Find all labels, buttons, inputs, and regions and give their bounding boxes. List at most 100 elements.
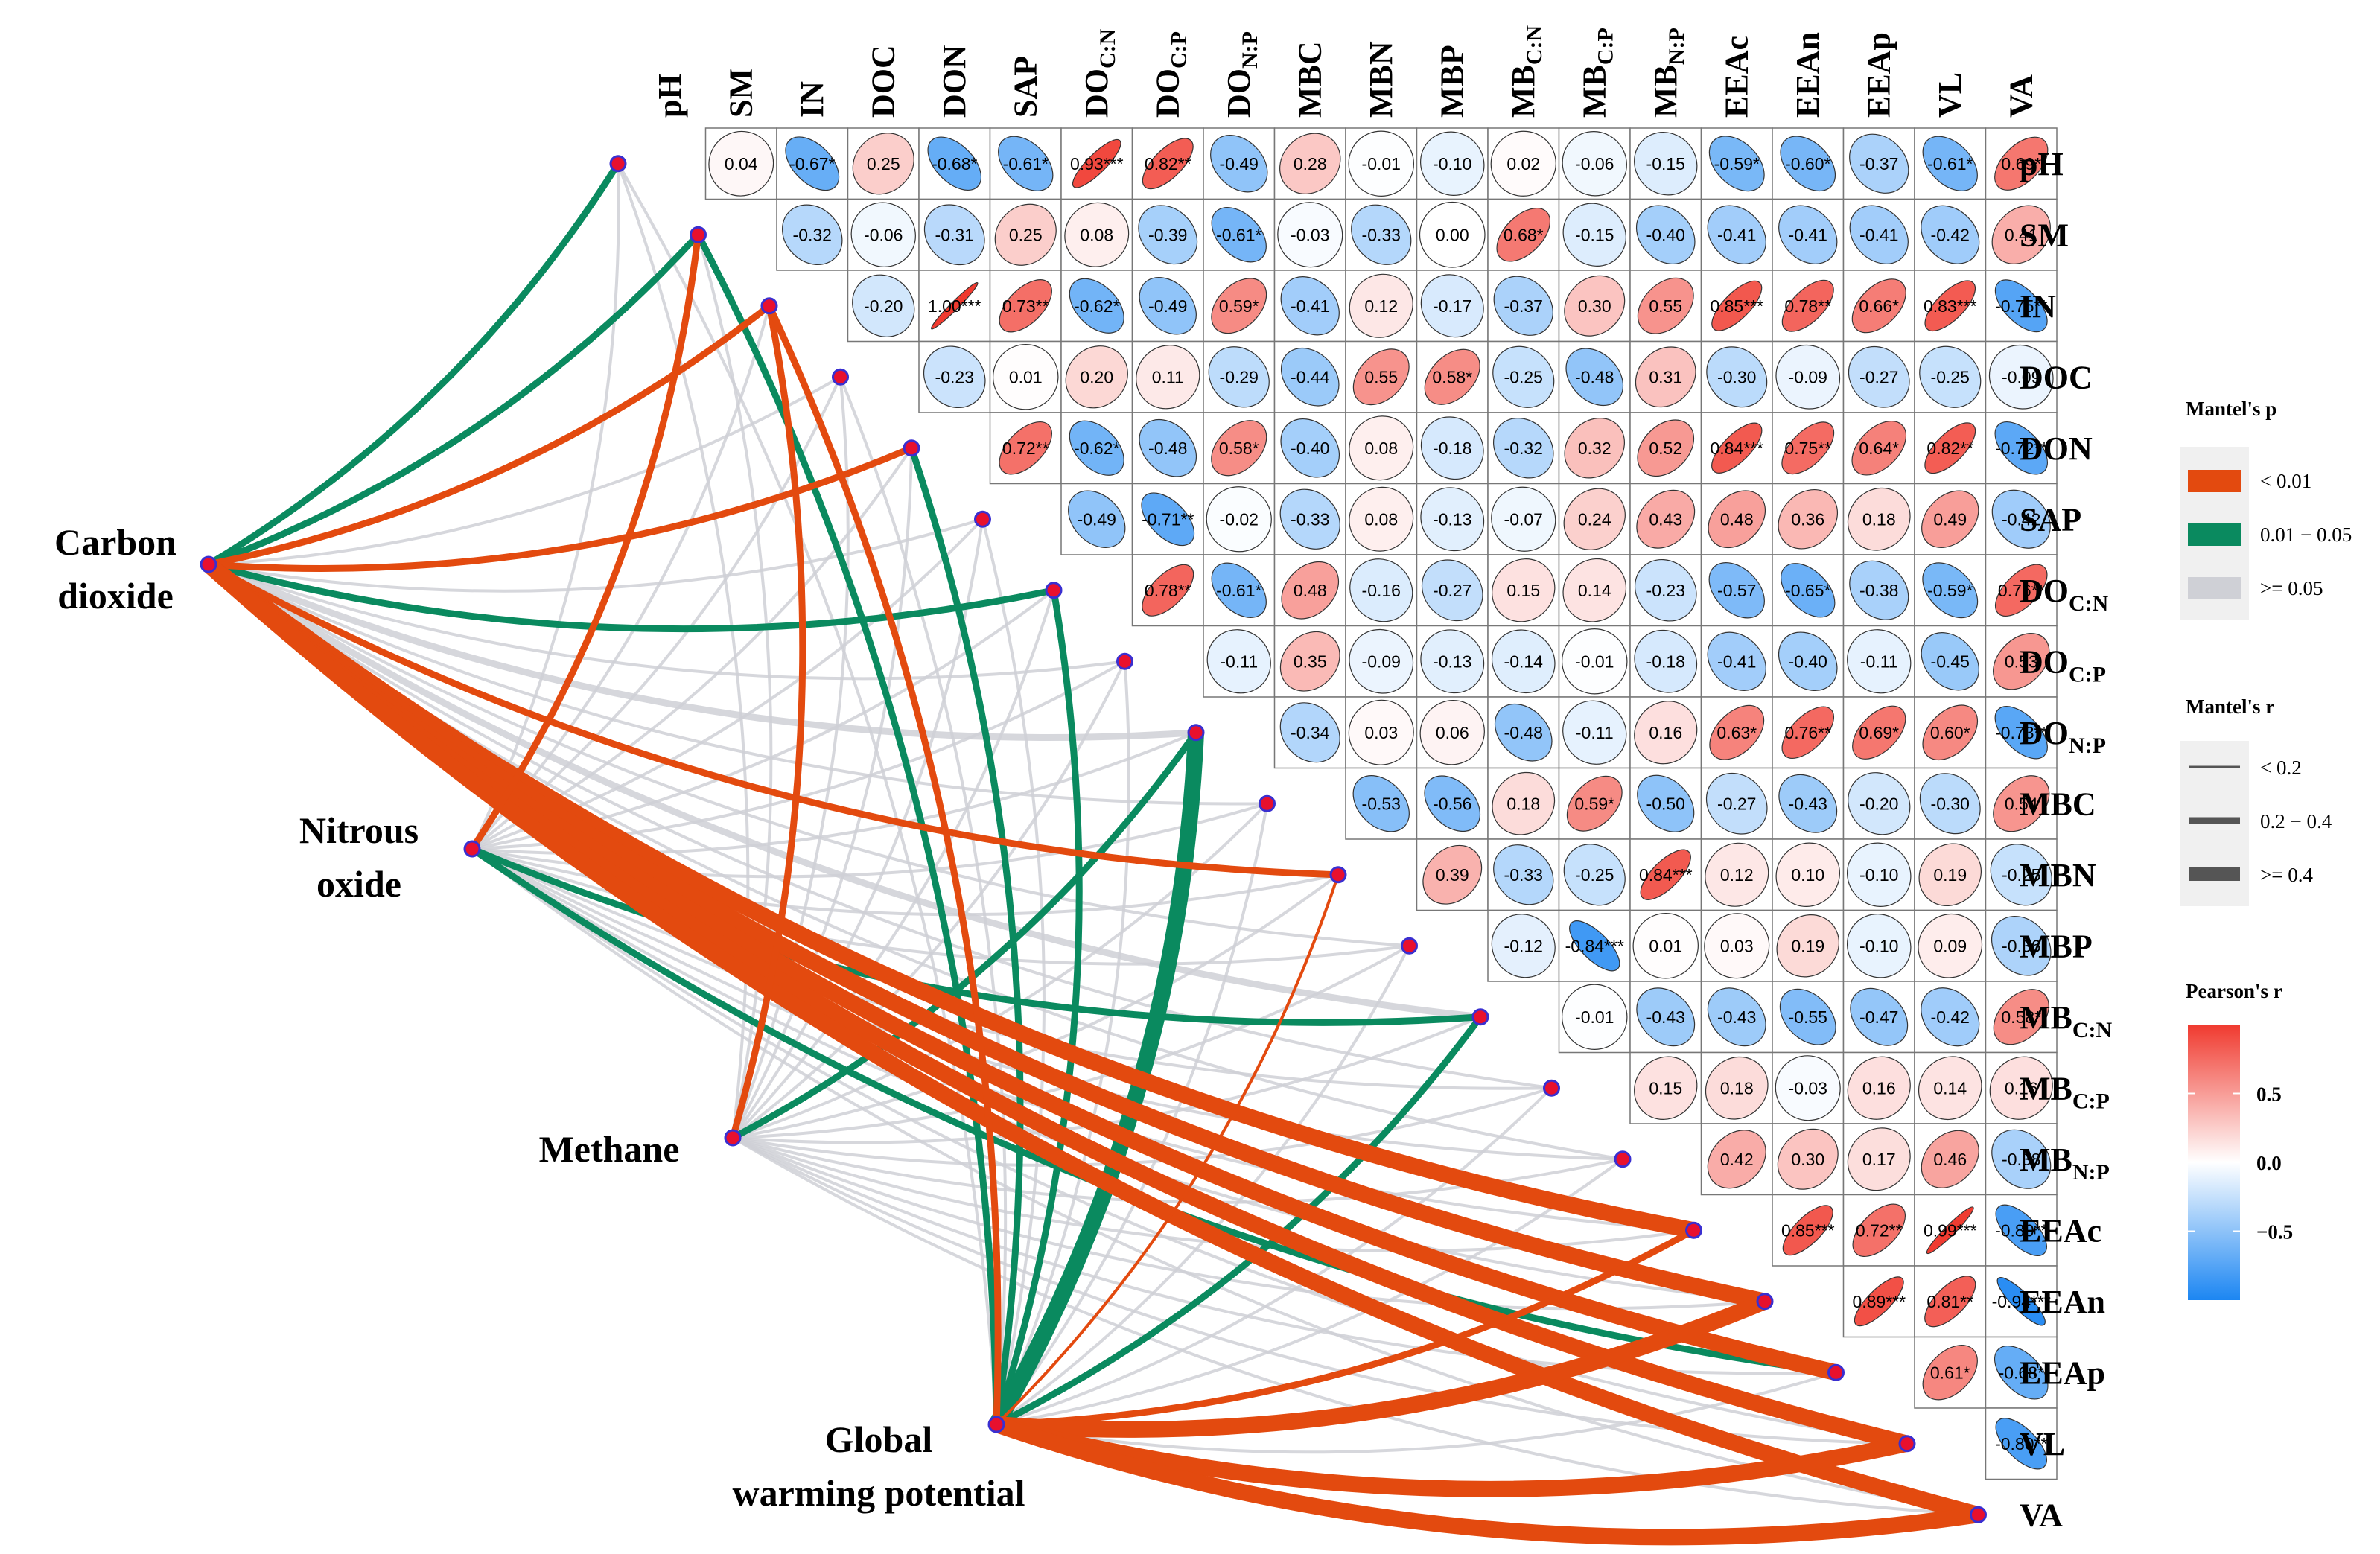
cell-value: -0.14 — [1504, 652, 1544, 671]
mantel-link-carbon-dioxide-mbc-n — [205, 561, 1484, 1021]
cell-value: 0.10 — [1791, 865, 1824, 885]
right-label-mbc: MBC — [2020, 786, 2096, 822]
cell-don-mbn: 0.08 — [1345, 412, 1418, 485]
cell-value: 0.75** — [1784, 439, 1831, 458]
correlation-ellipse — [1280, 347, 1340, 407]
mantel-link-carbon-dioxide-doc — [207, 375, 842, 566]
correlation-ellipse — [1492, 771, 1556, 835]
correlation-ellipse — [1996, 1277, 2046, 1326]
correlation-ellipse — [1281, 561, 1340, 620]
legend: Mantel's p < 0.01 0.01 − 0.05 >= 0.05 Mantel… — [2180, 398, 2352, 1300]
label-subscript: C:P — [1593, 28, 1617, 65]
cell-value: 0.58* — [1219, 439, 1259, 458]
cell-eean-va: -0.94*** — [1985, 1265, 2058, 1338]
cell-ph-mbn-p: -0.15 — [1629, 127, 1702, 200]
node-doc — [832, 368, 849, 386]
cell-value: 0.41 — [2005, 225, 2038, 244]
cell-mbc-p-eeac: 0.18 — [1700, 1051, 1773, 1124]
cell-value: -0.65* — [1785, 581, 1830, 600]
cell-value: 0.59* — [1574, 794, 1614, 813]
cell-value: -0.20 — [864, 296, 903, 316]
top-label-sap: SAP — [1007, 56, 1043, 118]
cell-doc-sap: 0.01 — [989, 340, 1062, 413]
cell-value: -0.10 — [1859, 936, 1898, 955]
cell-value: -0.15 — [1646, 154, 1685, 173]
mantel-link-carbon-dioxide-doc-p — [207, 563, 1127, 681]
cell-in-mbc-p: 0.30 — [1558, 270, 1631, 343]
cell-value: -0.75** — [1995, 296, 2047, 316]
cell-value: -0.09 — [1789, 367, 1827, 386]
cell-sm-in: -0.32 — [776, 198, 849, 271]
correlation-ellipse — [1492, 417, 1554, 479]
mantel-link-nitrous-oxide-mbp — [471, 847, 1411, 966]
correlation-ellipse — [1562, 203, 1626, 267]
cell-mbc-eean: -0.43 — [1772, 767, 1845, 840]
cell-value: 0.78** — [1145, 581, 1191, 600]
cell-value: 0.09 — [1933, 936, 1967, 955]
cell-value: 0.03 — [1364, 723, 1398, 742]
cell-value: -0.16 — [1362, 581, 1401, 600]
cell-sap-mbc-n: -0.07 — [1487, 483, 1560, 555]
correlation-ellipse — [1782, 1205, 1833, 1256]
source-label-methane: Methane — [539, 1128, 680, 1170]
correlation-ellipse — [1493, 844, 1554, 905]
cell-doc-n-mbc-p: 0.14 — [1558, 554, 1631, 627]
correlation-ellipse — [1280, 276, 1340, 336]
cell-sap-vl: 0.49 — [1914, 483, 1987, 555]
cell-value: 0.15 — [1506, 581, 1540, 600]
correlation-ellipse — [1921, 632, 1979, 691]
label-subscript: N:P — [2069, 733, 2106, 758]
top-label-eeac: EEAc — [1718, 36, 1754, 118]
mantel-link-methane-mbc-n — [731, 1015, 1482, 1144]
mantel-link-global-warming-potential-in — [766, 302, 1002, 1428]
cell-doc-mbp: 0.58* — [1416, 340, 1489, 413]
cell-value: -0.43 — [1789, 794, 1827, 813]
correlation-ellipse — [1422, 844, 1483, 905]
legend-pearson-tick-label: −0.5 — [2256, 1221, 2293, 1243]
cell-value: -0.40 — [1291, 439, 1329, 458]
correlation-ellipse — [852, 133, 914, 195]
mantel-link-nitrous-oxide-ph — [471, 162, 620, 850]
correlation-ellipse — [1707, 1130, 1766, 1189]
correlation-ellipse — [1640, 849, 1691, 900]
cell-doc-n-mbc: 0.48 — [1273, 554, 1346, 627]
right-label-ph: pH — [2020, 146, 2064, 182]
cell-value: -0.49 — [1220, 154, 1259, 173]
node-don — [903, 439, 920, 457]
cell-value: 0.19 — [1933, 865, 1967, 885]
cell-value: 0.18 — [1506, 794, 1540, 813]
correlation-ellipse — [1211, 278, 1267, 334]
cell-in-mbc-n: -0.37 — [1487, 270, 1560, 343]
node-vl — [1898, 1435, 1916, 1453]
correlation-ellipse — [1279, 702, 1340, 763]
cell-value: 0.32 — [1578, 439, 1611, 458]
cell-value: -0.09 — [1362, 652, 1401, 671]
cell-doc-p-eeap: -0.11 — [1842, 625, 1915, 698]
cell-sm-va: 0.41 — [1985, 198, 2058, 271]
cell-mbc-p-eean: -0.03 — [1772, 1051, 1845, 1124]
cell-sm-mbn: -0.33 — [1345, 198, 1418, 271]
cell-don-p-mbc: -0.34 — [1273, 696, 1346, 769]
cell-value: 0.36 — [1791, 509, 1824, 529]
cell-value: -0.31 — [935, 225, 974, 244]
cell-doc-n-don-p: -0.61* — [1203, 554, 1276, 627]
cell-doc-p-mbc-p: -0.01 — [1558, 625, 1631, 698]
cell-value: -0.34 — [1291, 723, 1330, 742]
correlation-ellipse — [1852, 1203, 1906, 1257]
cell-sm-doc-p: -0.39 — [1131, 198, 1204, 271]
label-subscript: C:N — [2069, 591, 2109, 616]
correlation-ellipse — [1492, 558, 1556, 622]
correlation-ellipse — [1921, 987, 1980, 1047]
correlation-ellipse — [1704, 913, 1770, 979]
top-label-doc-n: DOC:N — [1078, 28, 1120, 118]
top-label-don-p: DON:P — [1221, 31, 1262, 118]
cell-value: -0.55 — [1789, 1007, 1827, 1027]
cell-mbc-mbn-p: -0.50 — [1629, 767, 1702, 840]
source-label-carbon-dioxide: dioxide — [57, 575, 174, 617]
cell-doc-eeap: -0.27 — [1842, 340, 1915, 413]
correlation-ellipse — [1851, 278, 1906, 334]
correlation-ellipse — [1424, 348, 1480, 405]
cell-doc-p-mbn-p: -0.18 — [1629, 625, 1702, 698]
correlation-ellipse — [1211, 207, 1267, 263]
cell-don-mbp: -0.18 — [1416, 412, 1489, 485]
